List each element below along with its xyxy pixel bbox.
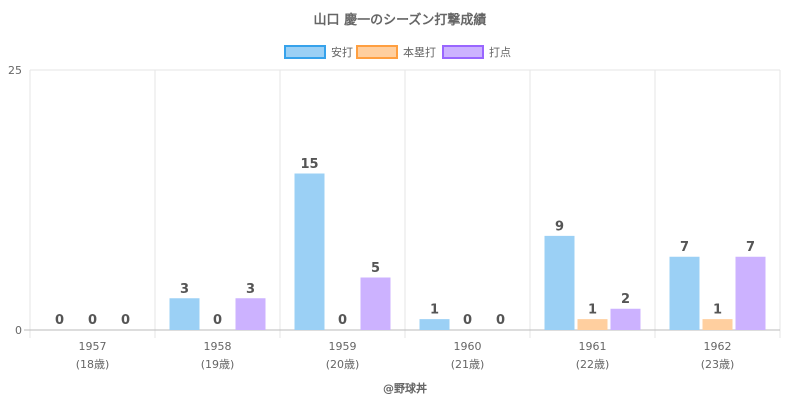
data-label-1958-2: 3 [246, 282, 255, 297]
data-label-1961-2: 2 [621, 292, 630, 307]
x-tick-label-4: 1961 [579, 340, 607, 353]
legend-swatch-1 [356, 45, 398, 59]
x-tick-sublabel-1: (19歳) [201, 358, 235, 371]
bars [169, 173, 766, 330]
bar-1962-0 [669, 257, 700, 330]
bar-1959-2 [360, 278, 391, 330]
x-tick-label-2: 1959 [329, 340, 357, 353]
bar-1961-2 [610, 309, 641, 330]
grid [24, 69, 781, 338]
bar-1959-0 [294, 174, 325, 330]
bar-1962-2 [735, 257, 766, 330]
x-tick-label-3: 1960 [454, 340, 482, 353]
credit: @野球丼 [383, 381, 427, 395]
x-tick-label-0: 1957 [79, 340, 107, 353]
x-tick-sublabel-3: (21歳) [451, 358, 485, 371]
data-label-1958-0: 3 [180, 282, 189, 297]
data-label-1961-1: 1 [588, 303, 597, 318]
data-label-1962-1: 1 [713, 303, 722, 318]
bar-1961-1 [577, 319, 608, 330]
x-tick-label-1: 1958 [204, 340, 232, 353]
y-tick-label-0: 0 [15, 324, 22, 337]
data-label-1959-2: 5 [371, 261, 380, 276]
x-tick-sublabel-4: (22歳) [576, 358, 610, 371]
bar-1961-0 [544, 236, 575, 330]
legend-swatch-0 [284, 45, 326, 59]
data-label-1959-1: 0 [338, 313, 347, 328]
legend-swatch-2 [442, 45, 484, 59]
x-tick-sublabel-0: (18歳) [76, 358, 110, 371]
x-tick-sublabel-5: (23歳) [701, 358, 735, 371]
bar-1958-0 [169, 298, 200, 330]
x-tick-sublabel-2: (20歳) [326, 358, 360, 371]
bar-1958-2 [235, 298, 266, 330]
legend-label-2: 打点 [489, 45, 511, 59]
data-label-1961-0: 9 [555, 219, 564, 234]
data-label-1962-2: 7 [746, 240, 755, 255]
data-label-1960-1: 0 [463, 313, 472, 328]
legend: 安打 本塁打 打点 [284, 45, 511, 59]
data-label-1957-1: 0 [88, 313, 97, 328]
y-axis: 0 25 [8, 64, 22, 337]
x-axis: 1957 (18歳) 1958 (19歳) 1959 (20歳) 1960 (21歳) 1961… [76, 340, 735, 371]
bar-1962-1 [702, 319, 733, 330]
data-label-1957-0: 0 [55, 313, 64, 328]
data-label-1962-0: 7 [680, 240, 689, 255]
data-label-1959-0: 15 [300, 157, 318, 172]
legend-label-1: 本塁打 [403, 45, 436, 59]
data-label-1960-2: 0 [496, 313, 505, 328]
data-label-1958-1: 0 [213, 313, 222, 328]
data-label-1960-0: 1 [430, 303, 439, 318]
data-label-1957-2: 0 [121, 313, 130, 328]
chart-title: 山口 慶一のシーズン打撃成績 [314, 12, 487, 28]
x-tick-label-5: 1962 [704, 340, 732, 353]
y-tick-label-1: 25 [8, 64, 22, 77]
legend-label-0: 安打 [331, 45, 353, 59]
bar-1960-0 [419, 319, 450, 330]
